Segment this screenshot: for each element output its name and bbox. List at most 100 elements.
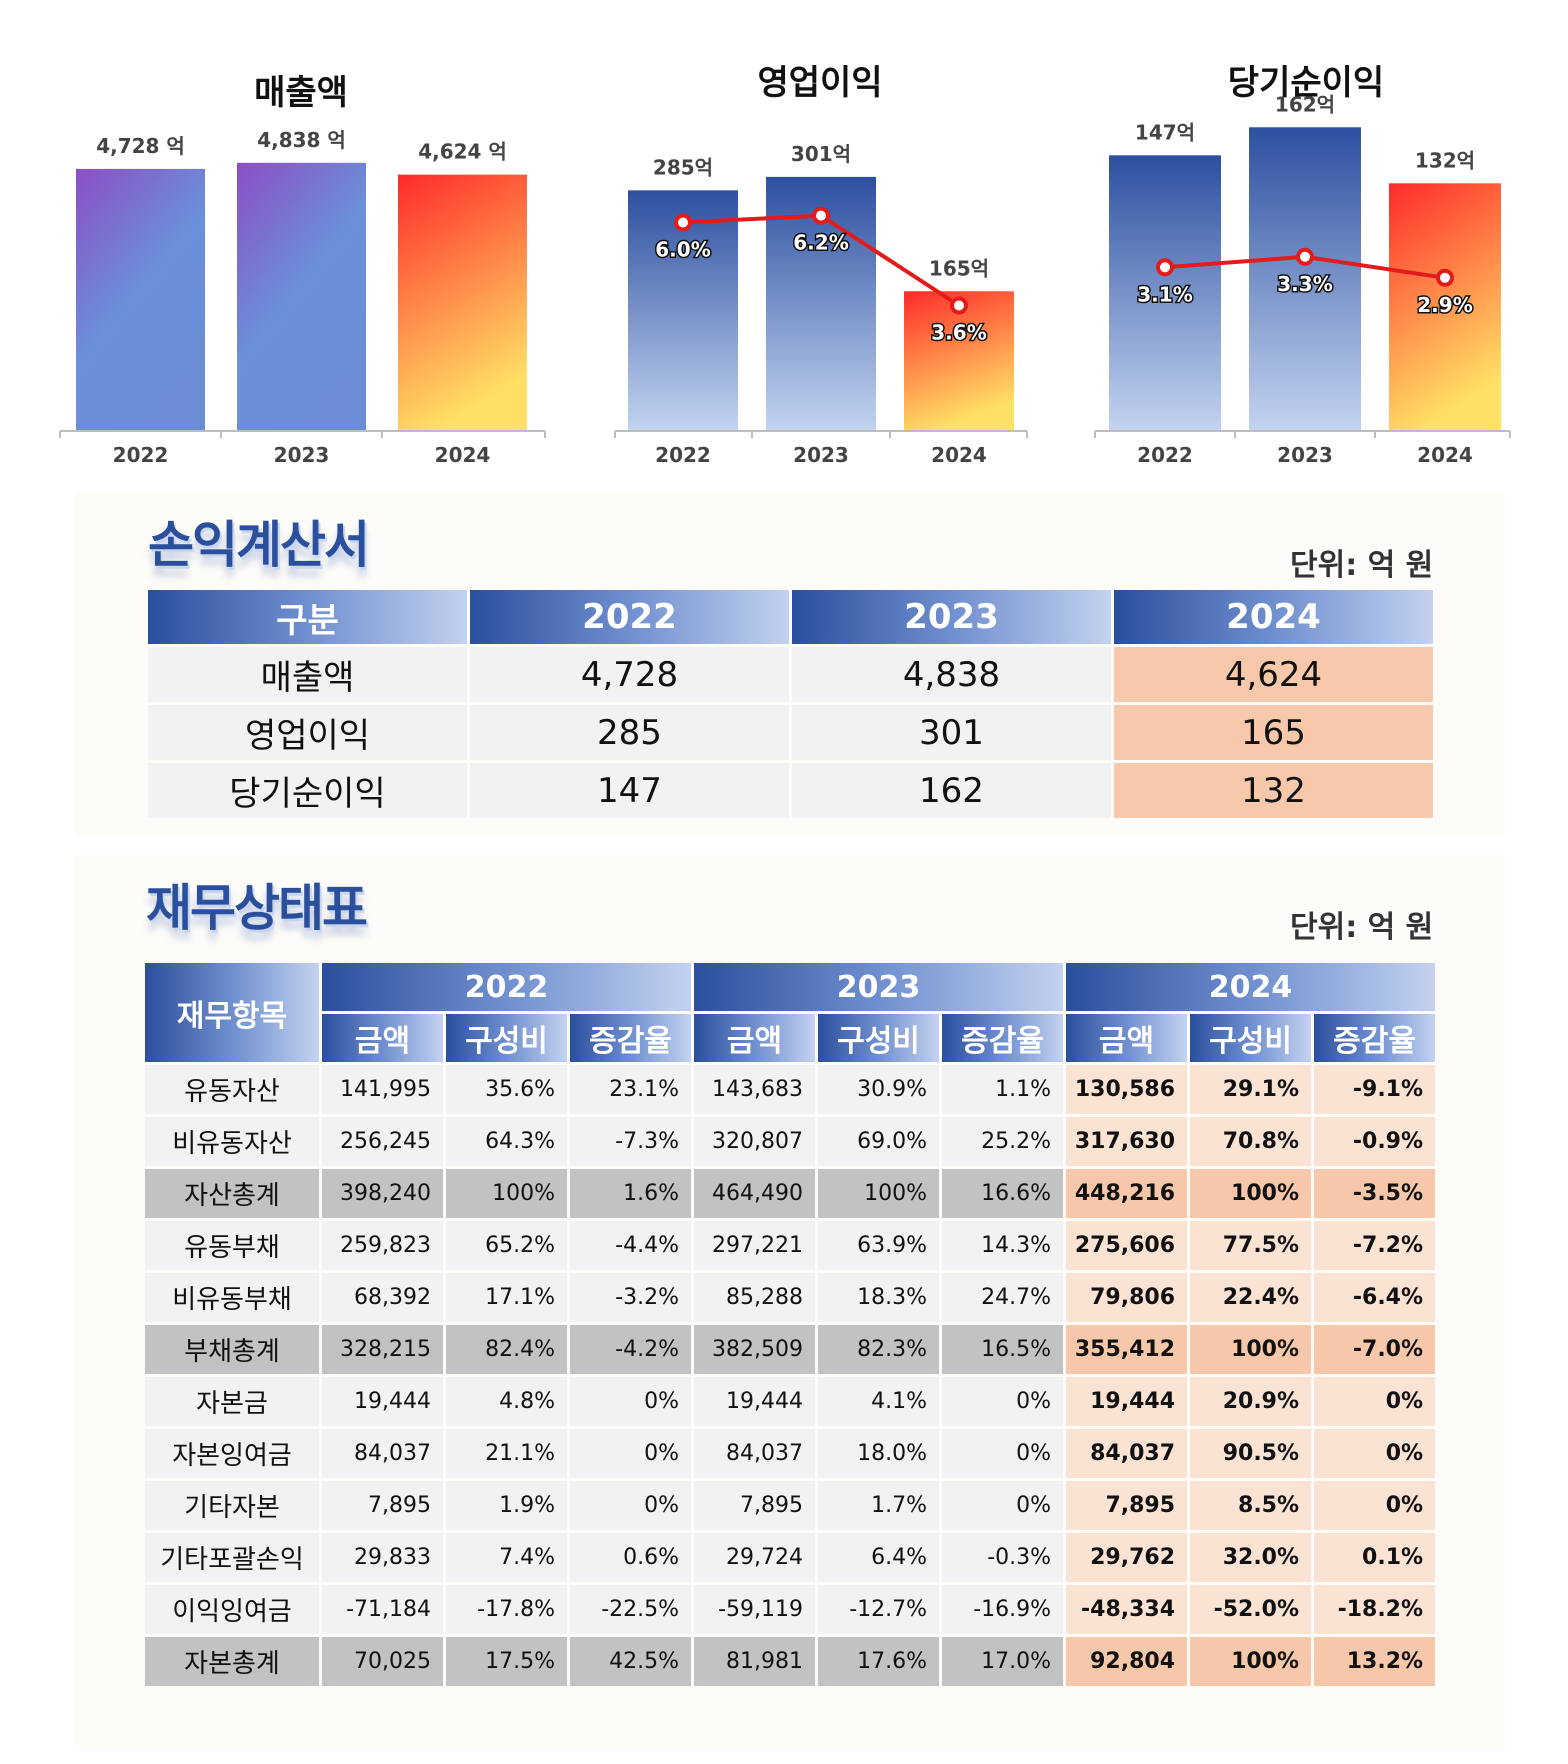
bar-value-label: 147억 xyxy=(1135,120,1195,144)
value-cell: 147 xyxy=(470,763,789,818)
value-cell: 19,444 xyxy=(1066,1377,1188,1426)
value-cell: -9.1% xyxy=(1314,1065,1436,1114)
value-cell: 7,895 xyxy=(694,1481,816,1530)
income-statement-row: 당기순이익 147 162 132 xyxy=(148,763,1433,818)
value-cell: 0% xyxy=(570,1377,692,1426)
value-cell: 165 xyxy=(1114,705,1433,760)
income-statement-table: 구분 2022 2023 2024 매출액 4,728 4,838 4,624 영업이익… xyxy=(145,587,1436,821)
value-cell: 398,240 xyxy=(322,1169,443,1218)
value-cell: 100% xyxy=(818,1169,940,1218)
balance-sheet-row: 기타자본 7,895 1.9% 0% 7,895 1.7% 0% 7,895 8.5% 0% xyxy=(145,1481,1436,1530)
value-cell: 21.1% xyxy=(446,1429,567,1478)
value-cell: 69.0% xyxy=(818,1117,940,1166)
row-label: 유동부채 xyxy=(145,1221,319,1270)
value-cell: 82.4% xyxy=(446,1325,567,1374)
value-cell: 1.7% xyxy=(818,1481,940,1530)
income-statement-title: 손익계산서 xyxy=(148,516,370,574)
row-label: 매출액 xyxy=(148,647,467,702)
value-cell: 4,728 xyxy=(470,647,789,702)
value-cell: 84,037 xyxy=(694,1429,816,1478)
x-tick-label: 2023 xyxy=(274,443,330,467)
margin-label: 3.6% xyxy=(931,321,986,345)
value-cell: 25.2% xyxy=(942,1117,1064,1166)
sub-header: 구성비 xyxy=(1190,1014,1312,1062)
value-cell: -52.0% xyxy=(1190,1585,1312,1634)
balance-sheet-row: 유동부채 259,823 65.2% -4.4% 297,221 63.9% 14.3% 27… xyxy=(145,1221,1436,1270)
margin-point xyxy=(950,296,968,315)
value-cell: -6.4% xyxy=(1314,1273,1436,1322)
value-cell: 320,807 xyxy=(694,1117,816,1166)
bar-value-label: 162억 xyxy=(1275,92,1335,116)
bar xyxy=(1249,127,1361,430)
value-cell: 0% xyxy=(942,1429,1064,1478)
sub-header: 구성비 xyxy=(818,1014,940,1062)
value-cell: 29,762 xyxy=(1066,1533,1188,1582)
margin-label: 6.2% xyxy=(793,231,848,255)
value-cell: 77.5% xyxy=(1190,1221,1312,1270)
balance-sheet-row: 자본잉여금 84,037 21.1% 0% 84,037 18.0% 0% 84,037 90.… xyxy=(145,1429,1436,1478)
value-cell: -3.2% xyxy=(570,1273,692,1322)
value-cell: -0.9% xyxy=(1314,1117,1436,1166)
value-cell: -7.3% xyxy=(570,1117,692,1166)
value-cell: 84,037 xyxy=(1066,1429,1188,1478)
value-cell: 4.1% xyxy=(818,1377,940,1426)
balance-sheet-row: 자산총계 398,240 100% 1.6% 464,490 100% 16.6% 448,2… xyxy=(145,1169,1436,1218)
value-cell: 23.1% xyxy=(570,1065,692,1114)
bar xyxy=(237,162,366,431)
value-cell: 17.6% xyxy=(818,1637,940,1686)
header-cell: 2022 xyxy=(470,590,789,644)
value-cell: -59,119 xyxy=(694,1585,816,1634)
row-label: 부채총계 xyxy=(145,1325,319,1374)
sub-header: 증감율 xyxy=(942,1014,1064,1062)
value-cell: 328,215 xyxy=(322,1325,443,1374)
value-cell: -7.2% xyxy=(1314,1221,1436,1270)
year-header: 2022 xyxy=(322,963,692,1011)
value-cell: 79,806 xyxy=(1066,1273,1188,1322)
x-tick-label: 2024 xyxy=(435,443,491,467)
value-cell: 64.3% xyxy=(446,1117,567,1166)
bar xyxy=(398,174,527,430)
income-statement-row: 매출액 4,728 4,838 4,624 xyxy=(148,647,1433,702)
income-statement-row: 영업이익 285 301 165 xyxy=(148,705,1433,760)
value-cell: 20.9% xyxy=(1190,1377,1312,1426)
value-cell: 19,444 xyxy=(322,1377,443,1426)
row-label: 기타포괄손익 xyxy=(145,1533,319,1582)
value-cell: 355,412 xyxy=(1066,1325,1188,1374)
value-cell: 65.2% xyxy=(446,1221,567,1270)
value-cell: 4,838 xyxy=(792,647,1111,702)
row-label: 비유동자산 xyxy=(145,1117,319,1166)
value-cell: -4.2% xyxy=(570,1325,692,1374)
margin-point xyxy=(1156,258,1174,277)
value-cell: 448,216 xyxy=(1066,1169,1188,1218)
margin-label: 3.1% xyxy=(1137,282,1192,306)
value-cell: 8.5% xyxy=(1190,1481,1312,1530)
value-cell: 17.1% xyxy=(446,1273,567,1322)
value-cell: 100% xyxy=(446,1169,567,1218)
bar-value-label: 4,624 억 xyxy=(418,140,507,164)
value-cell: 1.6% xyxy=(570,1169,692,1218)
value-cell: -7.0% xyxy=(1314,1325,1436,1374)
value-cell: 297,221 xyxy=(694,1221,816,1270)
balance-sheet-row: 자본총계 70,025 17.5% 42.5% 81,981 17.6% 17.0% 92,8… xyxy=(145,1637,1436,1686)
row-label: 영업이익 xyxy=(148,705,467,760)
value-cell: 0% xyxy=(942,1377,1064,1426)
bar xyxy=(1389,183,1501,430)
year-header: 2024 xyxy=(1066,963,1436,1011)
value-cell: 7,895 xyxy=(322,1481,443,1530)
bar-value-label: 4,728 억 xyxy=(96,134,185,158)
sub-header: 증감율 xyxy=(1314,1014,1436,1062)
year-header: 2023 xyxy=(694,963,1064,1011)
balance-sheet-row: 유동자산 141,995 35.6% 23.1% 143,683 30.9% 1.1% 130… xyxy=(145,1065,1436,1114)
value-cell: 301 xyxy=(792,705,1111,760)
value-cell: 100% xyxy=(1190,1169,1312,1218)
value-cell: 256,245 xyxy=(322,1117,443,1166)
value-cell: -71,184 xyxy=(322,1585,443,1634)
value-cell: 18.3% xyxy=(818,1273,940,1322)
x-tick-label: 2023 xyxy=(1277,443,1333,467)
bar xyxy=(76,168,205,430)
value-cell: -22.5% xyxy=(570,1585,692,1634)
value-cell: 22.4% xyxy=(1190,1273,1312,1322)
value-cell: -17.8% xyxy=(446,1585,567,1634)
value-cell: 0.1% xyxy=(1314,1533,1436,1582)
value-cell: -48,334 xyxy=(1066,1585,1188,1634)
